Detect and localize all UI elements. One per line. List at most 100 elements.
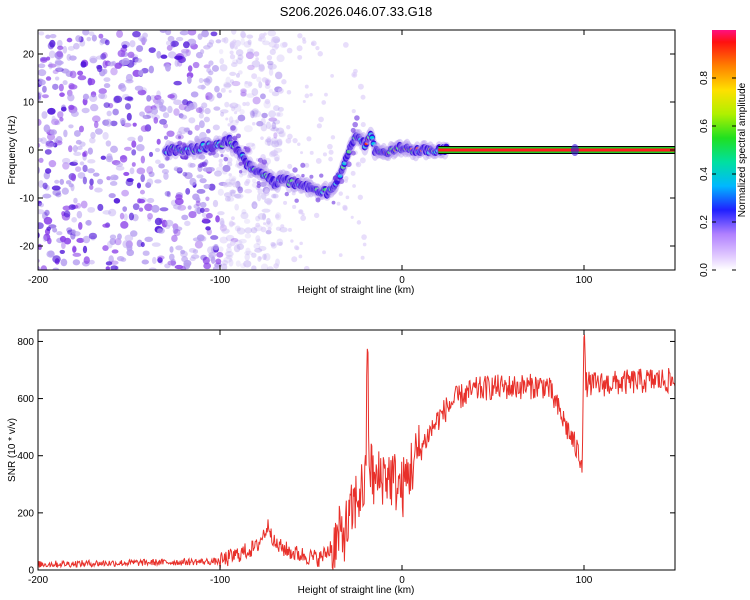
spectrogram-noise-blob <box>144 236 153 243</box>
spectrogram-noise-blob <box>59 117 64 122</box>
spectrogram-noise-blob <box>260 123 268 132</box>
spectrogram-noise-blob <box>61 187 69 195</box>
spectrogram-noise-blob <box>206 42 214 48</box>
spectrogram-noise-blob <box>247 64 255 71</box>
spectrogram-noise-blob <box>162 112 170 119</box>
spectrogram-noise-blob <box>203 183 211 189</box>
spectrogram-noise-blob <box>226 161 233 167</box>
spectrogram-noise-blob <box>216 251 224 258</box>
spectrogram-noise-blob <box>87 168 95 174</box>
spectrogram-noise-blob <box>237 54 244 61</box>
spectrogram-noise-blob <box>61 157 71 164</box>
spectrogram-side-blob <box>345 161 352 168</box>
spectrogram-faint-dot <box>356 220 362 225</box>
spectrogram-side-blob <box>195 145 199 149</box>
spectrogram-noise-blob <box>62 205 71 211</box>
spectrogram-noise-blob <box>75 166 82 172</box>
spectrogram-noise-blob <box>116 255 125 262</box>
spectrogram-noise-blob <box>220 111 225 117</box>
spectrogram-faint-dot <box>220 87 226 93</box>
spectrogram-noise-blob <box>178 103 187 111</box>
spectrogram-y-ticks: -20 -10 0 10 20 <box>20 50 675 253</box>
spectrogram-noise-blob <box>251 178 257 184</box>
spectrogram-noise-blob <box>213 170 223 177</box>
spectrogram-noise-blob <box>126 112 132 121</box>
spectrogram-noise-blob <box>29 125 34 130</box>
spectrogram-faint-dot <box>264 188 270 193</box>
spectrogram-noise-blob <box>38 186 39 189</box>
spectrogram-noise-blob <box>73 197 78 204</box>
spectrogram-faint-dot <box>297 142 301 146</box>
spectrogram-noise-blob <box>265 229 272 235</box>
spectrogram-noise-blob <box>56 39 63 48</box>
spectrogram-noise-blob <box>152 256 157 265</box>
spectrogram-noise-blob <box>228 175 237 182</box>
spectrogram-noise-blob <box>59 178 65 185</box>
spectrogram-noise-blob <box>140 155 146 164</box>
spectrogram-noise-blob <box>236 186 243 192</box>
spectrogram-faint-dot <box>277 87 284 94</box>
spectrogram-noise-blob <box>59 249 65 254</box>
spectrogram-noise-blob <box>268 88 274 94</box>
spectrogram-ridge-cell <box>232 140 239 148</box>
spectrogram-noise-blob <box>273 154 280 162</box>
spectrogram-noise-blob <box>106 176 111 181</box>
spectrogram-noise-blob <box>203 64 211 69</box>
spectrogram-noise-blob <box>192 237 202 242</box>
spectrogram-noise-blob <box>29 215 33 221</box>
colorbar-label: Normalized spectral amplitude <box>737 82 748 217</box>
spectrogram-noise-blob <box>93 120 99 129</box>
spectrogram-faint-dot <box>229 240 236 247</box>
spectrogram-noise-blob <box>182 171 188 177</box>
spectrogram-noise-blob <box>139 111 145 117</box>
spectrogram-noise-blob <box>180 265 186 270</box>
spectrogram-noise-blob <box>223 192 233 198</box>
spectrogram-noise-blob <box>125 73 133 82</box>
spectrogram-noise-blob <box>218 49 224 55</box>
spectrogram-noise-blob <box>201 30 209 38</box>
spectrogram-noise-blob <box>208 70 214 76</box>
spectrogram-noise-blob <box>82 164 88 173</box>
spectrogram-noise-blob <box>153 116 159 124</box>
spectrogram-noise-blob <box>78 125 84 133</box>
spectrogram-side-blob <box>256 180 261 185</box>
spectrogram-noise-blob <box>146 178 154 186</box>
spectrogram-noise-blob <box>194 208 200 214</box>
spectrogram-noise-blob <box>205 226 211 231</box>
spectrogram-noise-blob <box>124 96 133 101</box>
spectrogram-noise-blob <box>89 103 99 112</box>
spectrogram-noise-blob <box>190 91 199 98</box>
spectrogram-noise-blob <box>112 108 119 116</box>
spectrogram-noise-blob <box>251 88 259 96</box>
spectrogram-faint-dot <box>283 200 288 205</box>
spectrogram-side-blob <box>268 174 273 178</box>
spectrogram-noise-blob <box>271 90 280 97</box>
spectrogram-side-blob <box>350 150 356 156</box>
spectrogram-noise-blob <box>246 93 255 98</box>
spectrogram-side-blob <box>178 135 182 139</box>
spectrogram-faint-dot <box>270 39 274 43</box>
spectrogram-noise-blob <box>273 132 278 139</box>
spectrogram-side-blob <box>187 130 193 136</box>
spectrogram-noise-blob <box>79 161 85 166</box>
spectrogram-noise-blob <box>188 117 196 124</box>
spectrogram-noise-blob <box>166 130 175 137</box>
spectrogram-side-blob <box>238 161 243 166</box>
spectrogram-noise-blob <box>92 172 100 177</box>
spectrogram-noise-blob <box>34 250 38 256</box>
spectrogram-noise-blob <box>173 99 182 106</box>
spectrogram-faint-dot <box>253 204 257 208</box>
spectrogram-side-blob <box>256 183 261 189</box>
spectrogram-noise-blob <box>76 237 85 243</box>
spectrogram-noise-blob <box>250 227 258 234</box>
spectrogram-noise-blob <box>97 203 104 212</box>
spectrogram-noise-blob <box>98 92 106 100</box>
spectrogram-noise-blob <box>260 117 266 125</box>
spectrogram-noise-blob <box>141 259 149 265</box>
spectrogram-faint-dot <box>309 150 314 155</box>
spectrogram-noise-blob <box>66 37 73 43</box>
spectrogram-noise-blob <box>136 144 145 152</box>
spectrogram-noise-blob <box>189 102 195 111</box>
spectrogram-noise-blob <box>164 219 174 227</box>
spectrogram-noise-blob <box>49 129 57 136</box>
